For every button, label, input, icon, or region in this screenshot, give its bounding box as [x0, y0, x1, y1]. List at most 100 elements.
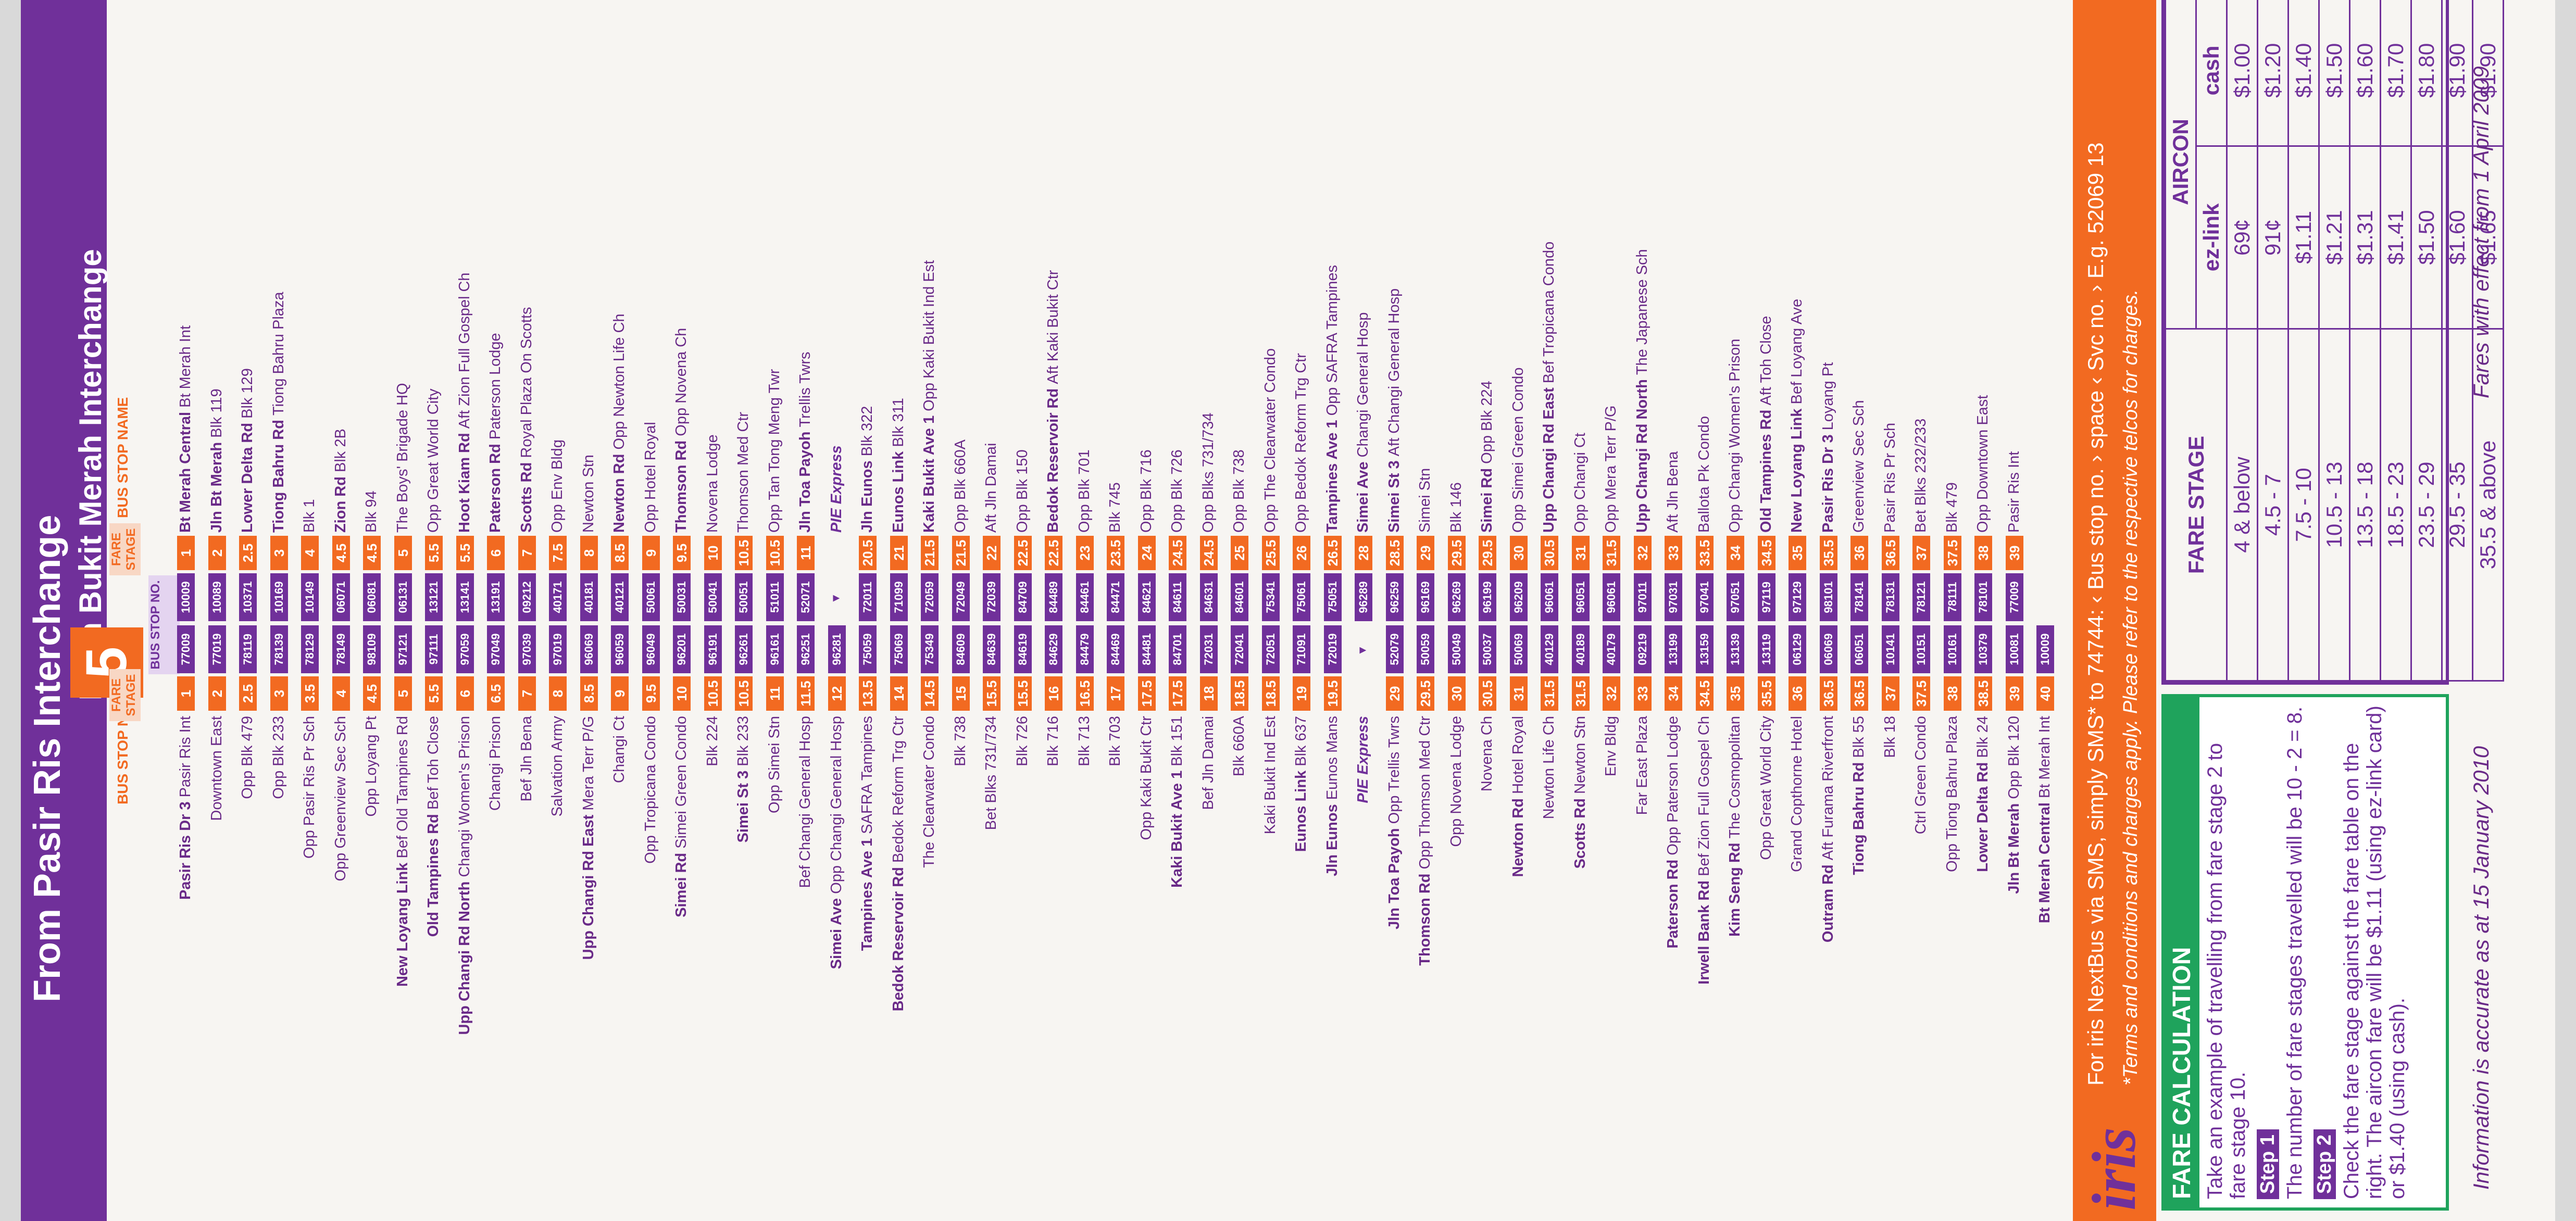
left-stop-desc: Far East Plaza — [1633, 716, 1650, 815]
left-stop-code: 97059 — [456, 625, 474, 673]
stop-row: Blk 713 16.5 84479 84461 23 Opp Blk 701 — [1071, 0, 1099, 1221]
stop-row: Kim Seng Rd The Cosmopolitan 35 13139 97051… — [1721, 0, 1749, 1221]
ezlink-fare-cell: $1.41 — [2380, 146, 2411, 329]
left-stop-code: 77019 — [208, 625, 226, 673]
stop-row: Bet Blks 731/734 15.5 84639 72039 22 Aft Jln … — [978, 0, 1006, 1221]
right-stop-desc: Blk 479 — [1943, 482, 1960, 533]
accuracy-note: Information is accurate as at 15 January… — [2469, 746, 2493, 1190]
left-stop-desc: Bef Toh Close — [425, 716, 442, 810]
stop-row: Changi Prison 6.5 97049 13191 6 Paterson Rd P… — [482, 0, 510, 1221]
left-stop-desc: Opp Blk 233 — [270, 716, 287, 799]
right-road-name: Paterson Rd — [487, 439, 504, 533]
stop-row: Far East Plaza 33 09219 97011 32 Upp Changi R… — [1629, 0, 1657, 1221]
iris-banner: iris For iris NextBus via SMS, simply SM… — [2073, 0, 2156, 1221]
right-fare-stage: 37.5 — [1943, 536, 1961, 570]
right-stop-code: 97011 — [1633, 573, 1652, 621]
stop-row: Eunos Link Blk 637 19 71091 75061 26 Opp Bedo… — [1287, 0, 1316, 1221]
right-pie-express: PIE Express — [828, 445, 845, 533]
right-stop-code: 72011 — [859, 573, 877, 621]
ezlink-fare-cell: $1.21 — [2319, 146, 2350, 329]
ezlink-fare-cell: $1.60 — [2442, 146, 2473, 329]
right-fare-stage: 8 — [580, 536, 598, 570]
left-stop-code: 97111 — [425, 625, 443, 673]
left-stop-code: 84701 — [1169, 625, 1186, 673]
right-stop-desc: Opp Newton Life Ch — [611, 313, 628, 450]
right-road-name: Hoot Kiam Rd — [456, 429, 473, 533]
left-stop-code: 78139 — [270, 625, 288, 673]
left-stop-desc: Bef Zion Full Gospel Ch — [1695, 716, 1712, 876]
left-stop-code: 78119 — [239, 625, 257, 673]
right-stop-name: Simei Rd Opp Blk 224 — [1479, 381, 1496, 533]
left-stop-desc: Blk 716 — [1045, 716, 1061, 766]
right-stop-desc: Blk 94 — [363, 490, 380, 533]
left-fare-stage: 11.5 — [797, 676, 815, 711]
right-stop-desc: Novena Lodge — [704, 434, 721, 533]
right-fare-stage: 2 — [208, 536, 226, 570]
stop-row: Newton Life Ch 31.5 40129 96061 30.5 Upp Chan… — [1535, 0, 1564, 1221]
stop-row: Opp Great World City 35.5 13119 97119 34.5 Ol… — [1753, 0, 1781, 1221]
right-stop-name: Pasir Ris Int — [2006, 451, 2023, 533]
right-stop-name: Simei Ave Changi General Hosp — [1355, 312, 1372, 533]
left-stop-code: 50049 — [1447, 625, 1466, 673]
cash-fare-cell: $1.40 — [2288, 0, 2319, 146]
right-stop-code: 97041 — [1695, 573, 1714, 621]
right-stop-desc: Changi General Hosp — [1355, 312, 1371, 458]
left-fare-stage: 7 — [518, 676, 536, 711]
left-stop-name: Opp Loyang Pt — [363, 716, 380, 816]
right-fare-stage: 31.5 — [1603, 536, 1620, 570]
left-stop-desc: Mera Terr P/G — [580, 716, 597, 811]
left-fare-stage: 17.5 — [1137, 676, 1156, 711]
right-stop-desc: Loyang Pt — [1819, 362, 1836, 431]
right-stop-code: 72059 — [921, 573, 939, 621]
right-road-name: Zion Rd — [332, 472, 349, 533]
left-stop-name: Downtown East — [208, 716, 226, 821]
right-stop-code: 96061 — [1603, 573, 1620, 621]
right-road-name: Simei Rd — [1479, 463, 1495, 533]
left-stop-name: PIE Express — [1355, 716, 1372, 803]
left-stop-code: 78129 — [301, 625, 319, 673]
left-fare-stage: 17.5 — [1169, 676, 1186, 711]
left-stop-name: Jln Eunos Eunos Mans — [1324, 716, 1341, 876]
right-stop-desc: Opp Changi Ct — [1571, 433, 1589, 533]
stop-row: Bef Jln Bena 7 97039 09212 7 Scotts Rd Royal … — [513, 0, 541, 1221]
left-fare-stage: 3.5 — [301, 676, 319, 711]
right-stop-code: 84461 — [1076, 573, 1094, 621]
left-stop-code: 52079 — [1385, 625, 1404, 673]
right-fare-stage: 22.5 — [1045, 536, 1062, 570]
fare-table-body: 4 & below 69¢ $1.00 4.5 - 7 91¢ $1.20 7.5 - 10… — [2227, 0, 2504, 681]
left-road-name: Simei Ave — [828, 893, 845, 970]
right-stop-code: 10009 — [177, 573, 195, 621]
stop-row: Bt Merah Central Bt Merah Int 40 10009 — [2031, 0, 2059, 1221]
stop-row: Simei St 3 Blk 233 10.5 96261 50051 10.5 Thom… — [730, 0, 758, 1221]
left-stop-desc: Bedok Reform Trg Ctr — [890, 716, 907, 863]
ezlink-col-header: ez-link — [2196, 146, 2227, 329]
right-fare-stage: 22 — [983, 536, 1001, 570]
right-fare-stage: 37 — [1912, 536, 1930, 570]
left-road-name: Irwell Bank Rd — [1695, 876, 1712, 985]
left-stop-desc: Opp Kaki Bukit Ctr — [1137, 716, 1155, 840]
right-stop-code: 10371 — [239, 573, 257, 621]
right-direction-banner: From Bukit Merah Interchange — [70, 0, 108, 1221]
right-stop-name: Tampines Ave 1 Opp SAFRA Tampines — [1324, 265, 1341, 533]
right-stop-name: Opp Bedok Reform Trg Ctr — [1293, 353, 1310, 533]
left-stop-name: Jln Toa Payoh Opp Trellis Twrs — [1386, 716, 1403, 929]
left-stop-name: Eunos Link Blk 637 — [1293, 716, 1310, 852]
left-stop-desc: Bef Jln Damai — [1199, 716, 1217, 810]
left-stop-desc: Changi Ct — [611, 716, 628, 783]
right-stop-code: 97031 — [1665, 573, 1682, 621]
timetable-page: From Pasir Ris Interchange From Bukit Me… — [21, 0, 2555, 1221]
left-fare-stage: 9.5 — [642, 676, 660, 711]
stop-row: Newton Rd Hotel Royal 31 50069 96209 30 Opp S… — [1505, 0, 1533, 1221]
right-stop-name: Newton Rd Opp Newton Life Ch — [611, 313, 628, 533]
stop-row: Opp Greenview Sec Sch 4 78149 06071 4.5 Zion … — [327, 0, 355, 1221]
right-stop-desc: Aft Jln Bena — [1665, 451, 1681, 533]
left-fare-stage: 19 — [1293, 676, 1310, 711]
stop-row: Downtown East 2 77019 10089 2 Jln Bt Merah Bl… — [203, 0, 231, 1221]
right-stop-desc: Opp Blk 701 — [1076, 449, 1093, 533]
right-fare-stage: 24.5 — [1199, 536, 1218, 570]
right-fare-stage: 33.5 — [1695, 536, 1714, 570]
cash-fare-cell: $1.60 — [2349, 0, 2381, 146]
right-stop-code: 97119 — [1757, 573, 1775, 621]
left-fare-stage: 31.5 — [1571, 676, 1590, 711]
left-stop-desc: The Clearwater Condo — [921, 716, 937, 868]
